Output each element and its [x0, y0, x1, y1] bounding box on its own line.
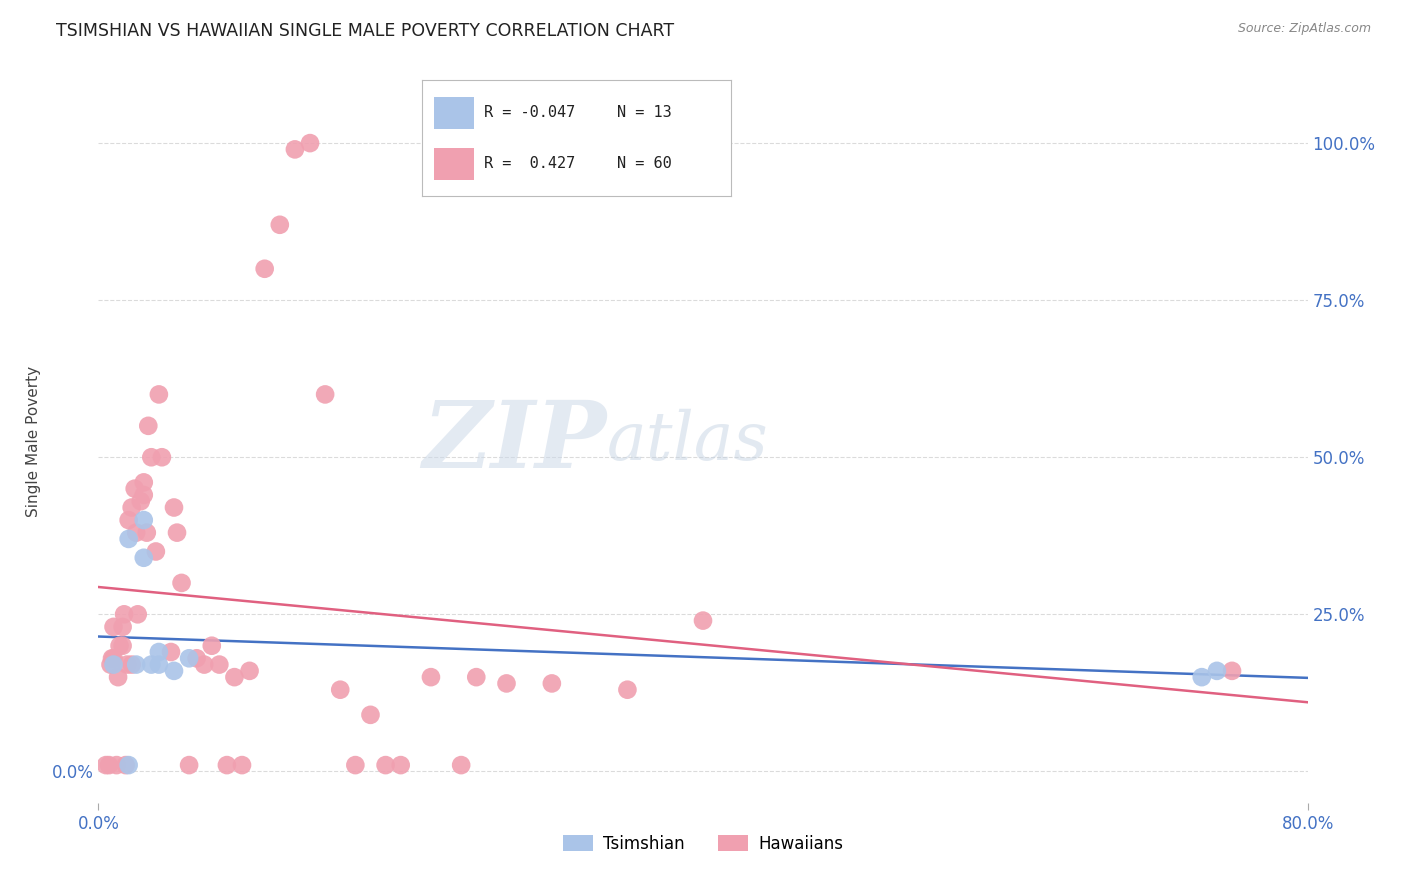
- Point: [450, 758, 472, 772]
- Point: [145, 544, 167, 558]
- Point: [118, 758, 141, 772]
- Point: [118, 532, 141, 546]
- Point: [329, 682, 352, 697]
- Legend: Tsimshian, Hawaiians: Tsimshian, Hawaiians: [557, 828, 849, 860]
- Point: [127, 607, 149, 622]
- Point: [114, 758, 136, 772]
- Point: [100, 657, 122, 672]
- Point: [132, 513, 155, 527]
- Point: [170, 575, 193, 590]
- Point: [160, 645, 183, 659]
- Bar: [434, 96, 474, 129]
- Point: [118, 513, 141, 527]
- Point: [420, 670, 443, 684]
- Point: [163, 500, 186, 515]
- Text: ZIP: ZIP: [422, 397, 606, 486]
- Point: [101, 651, 124, 665]
- Point: [121, 657, 143, 672]
- Text: N = 13: N = 13: [617, 105, 672, 120]
- Point: [179, 758, 201, 772]
- Point: [1191, 670, 1213, 684]
- Point: [103, 651, 125, 665]
- Text: R = -0.047: R = -0.047: [484, 105, 575, 120]
- Point: [1206, 664, 1229, 678]
- Point: [374, 758, 396, 772]
- Point: [616, 682, 638, 697]
- Point: [112, 607, 135, 622]
- Point: [166, 525, 188, 540]
- Point: [148, 387, 170, 401]
- Point: [132, 550, 155, 565]
- Point: [1220, 664, 1243, 678]
- Point: [314, 387, 336, 401]
- Point: [141, 657, 163, 672]
- Point: [150, 450, 173, 465]
- Point: [103, 657, 125, 672]
- Point: [124, 482, 146, 496]
- Point: [103, 620, 125, 634]
- Point: [465, 670, 488, 684]
- Point: [125, 657, 148, 672]
- Text: TSIMSHIAN VS HAWAIIAN SINGLE MALE POVERTY CORRELATION CHART: TSIMSHIAN VS HAWAIIAN SINGLE MALE POVERT…: [56, 22, 675, 40]
- Point: [132, 475, 155, 490]
- Point: [360, 707, 382, 722]
- Point: [253, 261, 276, 276]
- Point: [125, 525, 148, 540]
- Point: [193, 657, 215, 672]
- Point: [94, 758, 117, 772]
- Point: [231, 758, 253, 772]
- Point: [115, 657, 138, 672]
- Point: [208, 657, 231, 672]
- Text: atlas: atlas: [606, 409, 768, 475]
- Point: [540, 676, 562, 690]
- Bar: [434, 147, 474, 180]
- Point: [98, 758, 121, 772]
- Text: Source: ZipAtlas.com: Source: ZipAtlas.com: [1237, 22, 1371, 36]
- Point: [129, 494, 152, 508]
- Point: [107, 670, 129, 684]
- Point: [111, 620, 134, 634]
- Point: [269, 218, 291, 232]
- Point: [148, 657, 170, 672]
- Y-axis label: Single Male Poverty: Single Male Poverty: [25, 366, 41, 517]
- Point: [121, 500, 143, 515]
- Text: R =  0.427: R = 0.427: [484, 156, 575, 171]
- Point: [692, 614, 714, 628]
- Point: [284, 142, 307, 156]
- Point: [239, 664, 262, 678]
- Point: [344, 758, 367, 772]
- Text: N = 60: N = 60: [617, 156, 672, 171]
- Point: [163, 664, 186, 678]
- Point: [179, 651, 201, 665]
- Point: [105, 758, 128, 772]
- Point: [136, 418, 159, 433]
- Point: [201, 639, 224, 653]
- Point: [389, 758, 412, 772]
- Point: [299, 136, 322, 150]
- Point: [141, 450, 163, 465]
- Point: [135, 525, 157, 540]
- Point: [495, 676, 517, 690]
- Point: [111, 639, 134, 653]
- Point: [186, 651, 208, 665]
- Point: [224, 670, 246, 684]
- Point: [132, 488, 155, 502]
- Point: [108, 639, 131, 653]
- Point: [215, 758, 238, 772]
- Point: [148, 645, 170, 659]
